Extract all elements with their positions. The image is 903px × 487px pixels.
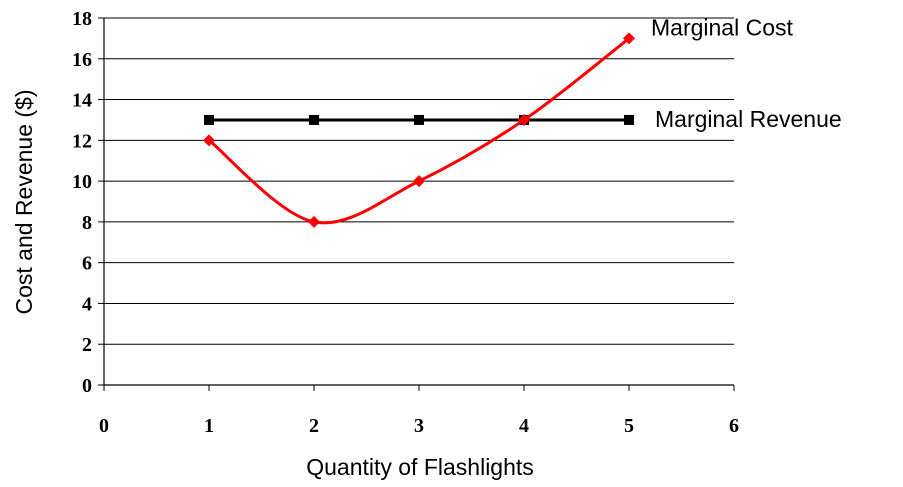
y-tick-label-12: 12	[72, 130, 92, 152]
marginal-revenue-point-2	[309, 114, 319, 125]
x-tick-label-0: 0	[99, 415, 109, 437]
y-axis-title: Cost and Revenue ($)	[11, 89, 37, 314]
series-label-marginal-revenue: Marginal Revenue	[655, 106, 842, 132]
x-tick-label-3: 3	[414, 415, 424, 437]
series-labels: Marginal Cost Marginal Revenue	[651, 14, 842, 132]
y-tick-label-14: 14	[72, 90, 92, 112]
marginal-cost-point-3	[413, 175, 425, 188]
marginal-cost-point-2	[308, 215, 320, 228]
y-tick-label-10: 10	[72, 171, 92, 193]
marginal-revenue-point-1	[204, 114, 214, 125]
y-tick-labels: 0 2 4 6 8 10 12 14 16 18	[72, 8, 92, 397]
marginal-cost-line	[208, 37, 630, 225]
series-marginal-cost	[203, 32, 635, 228]
marginal-revenue-point-5	[624, 114, 634, 125]
y-tick-label-18: 18	[72, 8, 92, 30]
y-tick-label-0: 0	[82, 375, 92, 397]
x-tick-label-4: 4	[519, 415, 529, 437]
series-marginal-revenue	[204, 114, 634, 125]
x-tick-label-6: 6	[729, 415, 739, 437]
x-tick-label-5: 5	[624, 415, 634, 437]
x-tick-label-1: 1	[204, 415, 214, 437]
y-tick-label-4: 4	[82, 293, 92, 315]
series-layer	[203, 32, 635, 228]
x-axis-title: Quantity of Flashlights	[306, 454, 534, 480]
y-tick-label-6: 6	[82, 253, 92, 275]
marginal-cost-point-1	[203, 134, 215, 147]
x-tick-label-2: 2	[309, 415, 319, 437]
marginal-revenue-point-3	[414, 114, 424, 125]
series-label-marginal-cost: Marginal Cost	[651, 14, 793, 40]
marginal-cost-point-5	[623, 32, 635, 45]
y-tick-label-2: 2	[82, 334, 92, 356]
y-tick-label-16: 16	[72, 49, 92, 71]
axes	[98, 17, 735, 391]
y-tick-label-8: 8	[82, 212, 92, 234]
marginal-cost-point-4	[518, 113, 530, 126]
x-tick-labels: 0 1 2 3 4 5 6	[99, 415, 739, 437]
